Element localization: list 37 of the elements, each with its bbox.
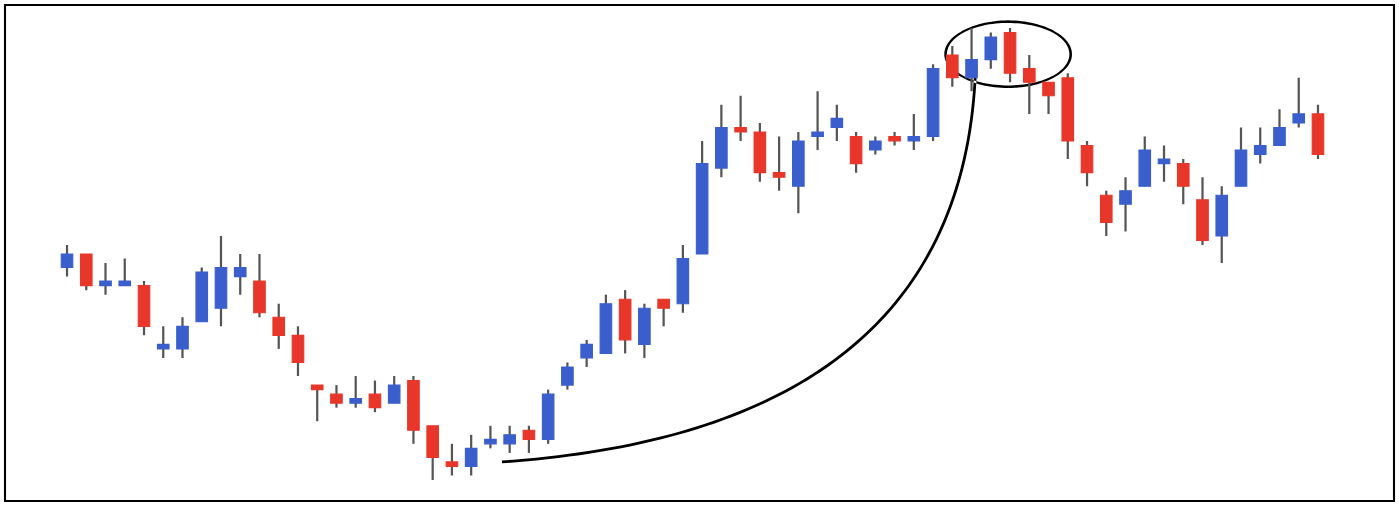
- candlestick: [984, 31, 998, 70]
- candlestick: [657, 298, 670, 328]
- candlestick: [272, 302, 286, 351]
- candlestick: [118, 257, 132, 287]
- candlestick: [522, 424, 536, 454]
- candlestick: [464, 433, 478, 477]
- candlestick: [830, 103, 844, 143]
- candlestick: [907, 112, 921, 152]
- candlestick: [561, 361, 574, 391]
- candlestick: [60, 243, 74, 278]
- candlestick: [368, 379, 382, 414]
- candlestick: [1119, 176, 1132, 233]
- candlestick: [445, 442, 459, 477]
- candlestick: [580, 338, 593, 369]
- candlestick: [349, 374, 363, 409]
- candlestick: [772, 135, 786, 192]
- candlestick: [176, 316, 189, 360]
- candlestick: [1253, 126, 1267, 165]
- candlestick: [233, 252, 247, 296]
- candlestick: [869, 135, 882, 156]
- candlestick: [1022, 54, 1036, 115]
- candlestick: [1157, 144, 1171, 183]
- candlestick: [310, 383, 324, 423]
- candlestick: [99, 261, 112, 296]
- candlestick: [1176, 157, 1190, 206]
- candlestick: [811, 90, 824, 152]
- candlestick: [1273, 108, 1286, 147]
- candlestick: [945, 44, 959, 88]
- candlestick: [965, 28, 978, 93]
- candlestick: [503, 424, 516, 454]
- candlestick: [1292, 76, 1306, 129]
- candlestick: [1042, 81, 1055, 115]
- candlestick: [387, 374, 401, 405]
- candlestick: [734, 94, 747, 143]
- candlestick: [484, 424, 497, 450]
- candlestick: [156, 325, 170, 360]
- candlestick: [330, 383, 343, 409]
